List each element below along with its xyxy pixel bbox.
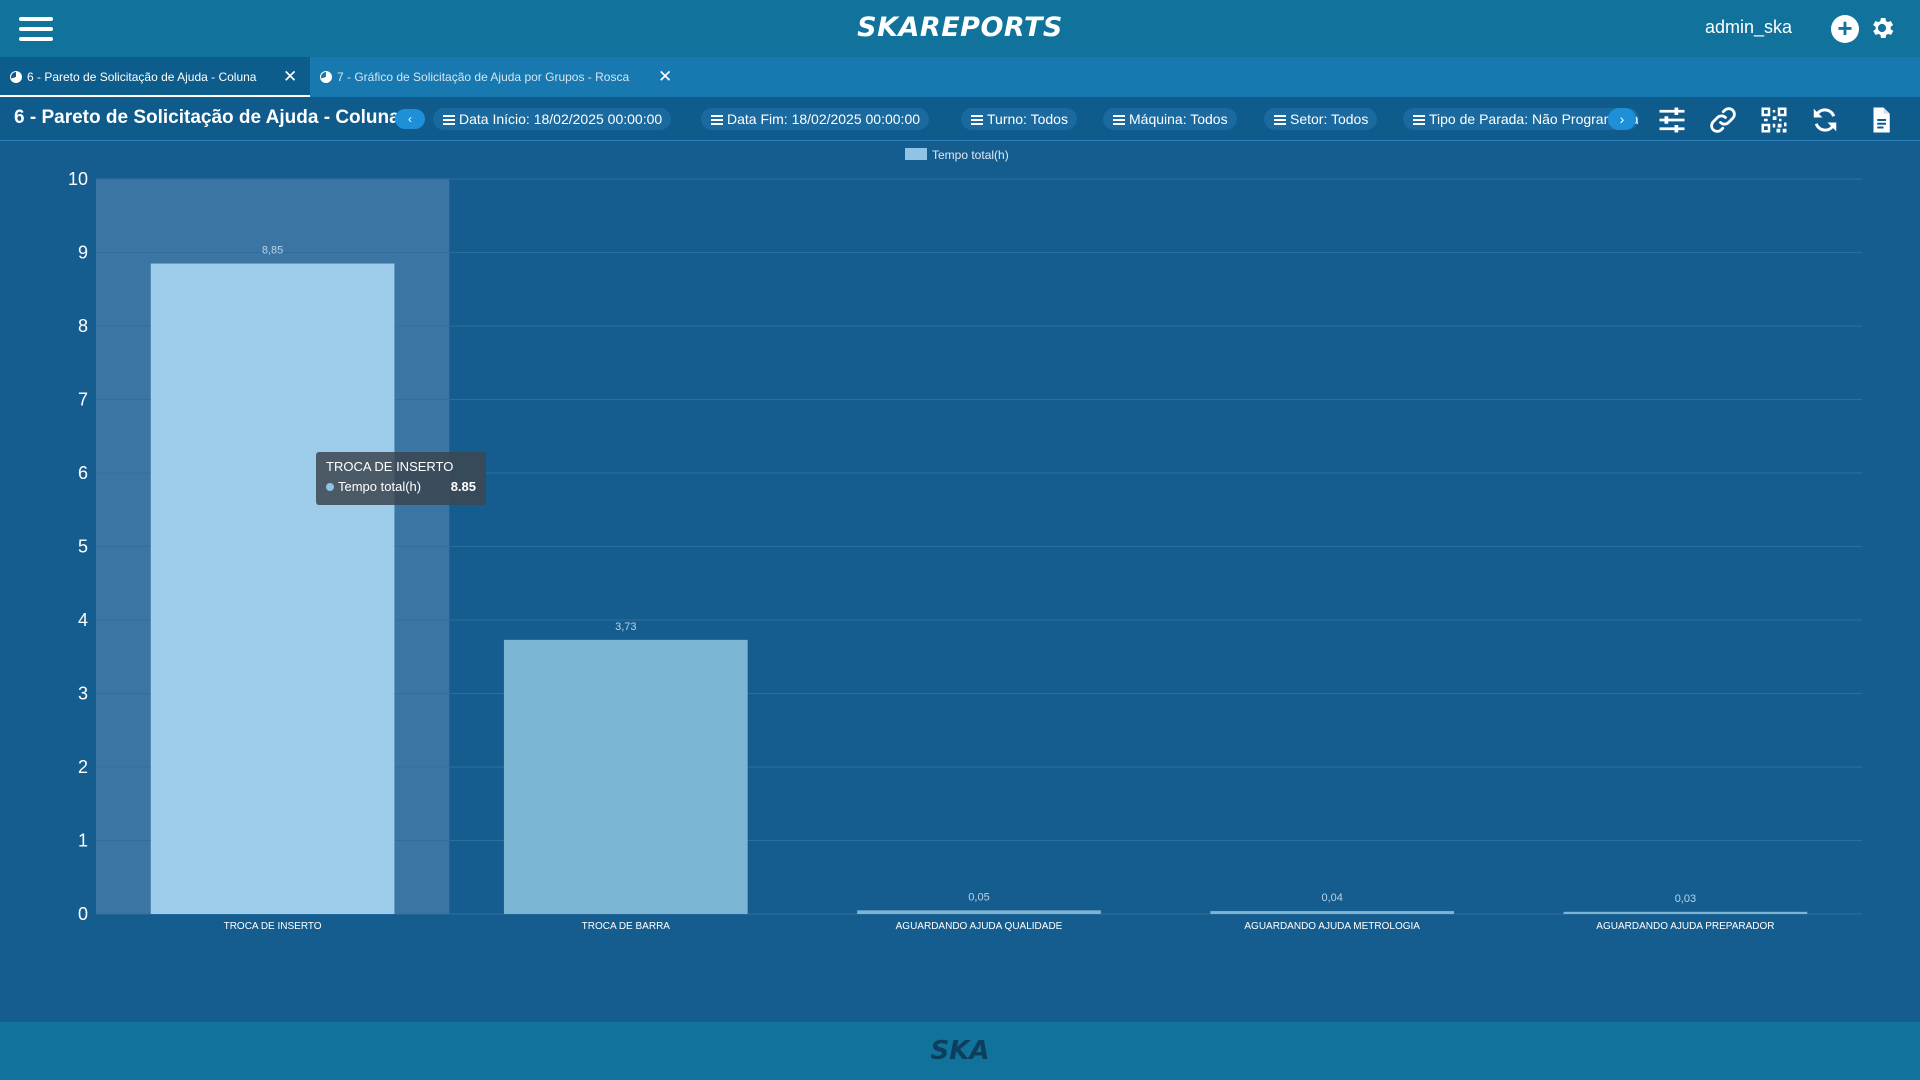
x-tick-label: AGUARDANDO AJUDA METROLOGIA [1244, 921, 1420, 932]
add-icon[interactable]: + [1831, 15, 1859, 43]
data-label: 0,04 [1321, 892, 1342, 904]
series-dot [326, 483, 334, 491]
sliders-icon [1274, 115, 1286, 125]
y-tick-label: 10 [68, 169, 88, 189]
x-tick-label: AGUARDANDO AJUDA PREPARADOR [1596, 921, 1774, 932]
sliders-icon [443, 115, 455, 125]
x-tick-label: TROCA DE INSERTO [224, 921, 322, 932]
y-tick-label: 4 [78, 610, 88, 630]
x-tick-label: TROCA DE BARRA [582, 921, 671, 932]
link-icon[interactable] [1708, 105, 1738, 135]
filter-maquina[interactable]: Máquina: Todos [1103, 108, 1237, 130]
filter-setor[interactable]: Setor: Todos [1264, 108, 1378, 130]
close-icon[interactable]: ✕ [283, 67, 298, 86]
y-tick-label: 0 [78, 904, 88, 924]
y-tick-label: 6 [78, 463, 88, 483]
footer-logo: SKA [930, 1036, 990, 1066]
y-tick-label: 3 [78, 684, 88, 704]
pie-chart-icon [10, 71, 22, 83]
tab-label: 7 - Gráfico de Solicitação de Ajuda por … [337, 70, 630, 84]
gear-icon[interactable] [1868, 14, 1896, 42]
tab-bar: 6 - Pareto de Solicitação de Ajuda - Col… [0, 57, 1920, 97]
chart-tooltip: TROCA DE INSERTO Tempo total(h) 8.85 [316, 452, 486, 505]
bar [150, 263, 395, 914]
report-title: 6 - Pareto de Solicitação de Ajuda - Col… [14, 107, 400, 128]
y-tick-label: 5 [78, 537, 88, 557]
pie-chart-icon [320, 71, 332, 83]
filter-tipo-parada[interactable]: Tipo de Parada: Não Programada [1403, 108, 1639, 130]
bar [503, 639, 748, 914]
x-tick-label: AGUARDANDO AJUDA QUALIDADE [896, 921, 1063, 932]
data-label: 0,05 [968, 891, 989, 903]
y-tick-label: 7 [78, 390, 88, 410]
bar [1210, 911, 1455, 914]
chevron-right-icon[interactable]: › [1608, 108, 1636, 130]
filter-data-inicio[interactable]: Data Início: 18/02/2025 00:00:00 [433, 108, 672, 130]
data-label: 0,03 [1675, 893, 1696, 905]
sliders-icon [971, 115, 983, 125]
sliders-icon [1413, 115, 1425, 125]
data-label: 8,85 [262, 245, 283, 257]
menu-icon[interactable] [19, 17, 53, 41]
filter-bar: 6 - Pareto de Solicitação de Ajuda - Col… [0, 97, 1920, 141]
tab-pareto[interactable]: 6 - Pareto de Solicitação de Ajuda - Col… [0, 57, 310, 97]
filter-turno[interactable]: Turno: Todos [961, 108, 1077, 130]
y-tick-label: 9 [78, 243, 88, 263]
chart-legend[interactable]: Tempo total(h) [905, 148, 1009, 162]
close-icon[interactable]: ✕ [658, 67, 673, 86]
tooltip-value: 8.85 [450, 479, 476, 494]
bar [1563, 911, 1808, 914]
legend-swatch [905, 148, 927, 160]
pareto-bar-chart: 0 1 2 3 4 5 6 7 8 9 10 8,85 TROCA DE INSERTO 3,73 TROC… [68, 169, 1862, 932]
document-icon[interactable] [1866, 105, 1896, 135]
chevron-left-icon[interactable]: ‹ [395, 109, 425, 129]
y-tick-label: 2 [78, 757, 88, 777]
y-tick-label: 8 [78, 316, 88, 336]
refresh-icon[interactable] [1810, 105, 1840, 135]
bar [857, 910, 1101, 914]
user-name[interactable]: admin_ska [1704, 17, 1792, 37]
sliders-icon[interactable] [1657, 105, 1687, 135]
sliders-icon [711, 115, 723, 125]
legend-label: Tempo total(h) [932, 148, 1009, 162]
tooltip-series: Tempo total(h) [338, 479, 422, 494]
brand-logo: SKAREPORTS [857, 12, 1063, 43]
footer: SKA [0, 1022, 1920, 1080]
tab-label: 6 - Pareto de Solicitação de Ajuda - Col… [27, 70, 257, 84]
qr-code-icon[interactable] [1759, 105, 1789, 135]
tooltip-title: TROCA DE INSERTO [326, 459, 454, 474]
filter-data-fim[interactable]: Data Fim: 18/02/2025 00:00:00 [701, 108, 930, 130]
tab-rosca[interactable]: 7 - Gráfico de Solicitação de Ajuda por … [310, 57, 680, 97]
top-bar: SKAREPORTS admin_ska + [0, 0, 1920, 57]
y-tick-label: 1 [78, 831, 88, 851]
data-label: 3,73 [615, 621, 636, 633]
sliders-icon [1113, 115, 1125, 125]
